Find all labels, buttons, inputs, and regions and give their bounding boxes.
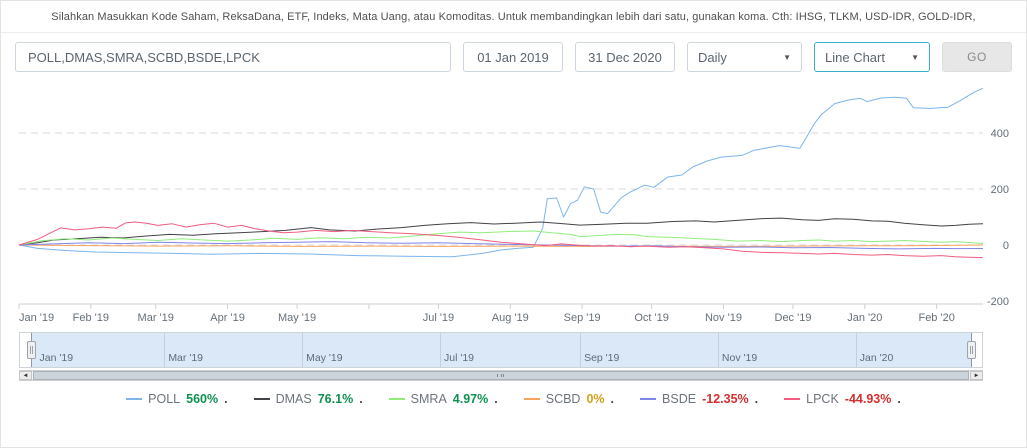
legend-series-return: 76.1% <box>317 392 354 406</box>
chart-type-select[interactable]: Line Chart ▼ <box>814 42 930 72</box>
drag-handle-icon[interactable] <box>27 341 36 359</box>
navigator-label: Jan '19 <box>39 352 74 364</box>
navigator-gridline <box>855 333 857 367</box>
legend-item-bsde[interactable]: BSDE -12.35%. <box>640 392 758 406</box>
x-axis-label: Dec '19 <box>775 312 812 324</box>
series-line-scbd[interactable] <box>18 244 984 247</box>
navigator-left-handle[interactable] <box>27 333 36 367</box>
series-line-dmas[interactable] <box>18 217 984 246</box>
legend-series-return: 4.97% <box>452 392 489 406</box>
legend-series-return: 0% <box>586 392 605 406</box>
frequency-value: Daily <box>698 49 727 65</box>
x-axis-label: Feb '20 <box>918 312 954 324</box>
legend-series-name: DMAS <box>275 392 312 406</box>
series-line-lpck[interactable] <box>18 221 984 259</box>
navigator-label: Nov '19 <box>721 352 758 364</box>
x-axis-label: Nov '19 <box>705 312 742 324</box>
legend-series-name: BSDE <box>662 392 697 406</box>
scrollbar-right-arrow-icon[interactable]: ► <box>970 371 983 380</box>
navigator-gridline <box>717 333 719 367</box>
date-from-input[interactable] <box>463 42 563 72</box>
navigator-label: Jul '19 <box>443 352 475 364</box>
chart-area: Jan '19 Feb '19 Mar '19 Apr '19 May '19 Jul '… <box>1 78 1026 381</box>
navigator-label: Mar '19 <box>168 352 203 364</box>
legend-period: . <box>610 392 615 406</box>
navigator-gridline <box>439 333 441 367</box>
series-dash-icon <box>126 398 143 400</box>
navigator-selected-range[interactable] <box>31 333 971 367</box>
legend-series-name: LPCK <box>806 392 839 406</box>
y-axis-label: -200 <box>987 296 1009 308</box>
legend-item-lpck[interactable]: LPCK -44.93%. <box>784 392 901 406</box>
x-axis-label: Mar '19 <box>138 312 174 324</box>
legend-item-scbd[interactable]: SCBD 0%. <box>523 392 615 406</box>
chevron-down-icon: ▼ <box>911 52 919 62</box>
navigator-gridline <box>302 333 304 367</box>
legend-series-name: POLL <box>148 392 181 406</box>
x-axis-label: May '19 <box>278 312 316 324</box>
y-axis-label: 0 <box>1003 240 1009 252</box>
ticker-input[interactable] <box>15 42 451 72</box>
drag-handle-icon[interactable] <box>967 341 976 359</box>
x-axis-label: Sep '19 <box>564 312 601 324</box>
series-dash-icon <box>388 398 405 400</box>
scrollbar-left-arrow-icon[interactable]: ◄ <box>19 371 32 380</box>
navigator-right-handle[interactable] <box>967 333 976 367</box>
legend-period: . <box>359 392 363 406</box>
y-axis-label: 400 <box>991 128 1009 140</box>
x-axis-label: Jul '19 <box>423 312 454 324</box>
go-button[interactable]: GO <box>942 42 1012 72</box>
series-dash-icon <box>523 398 540 400</box>
legend-item-dmas[interactable]: DMAS 76.1%. <box>253 392 363 406</box>
x-axis-label: Oct '19 <box>634 312 669 324</box>
navigator-gridline <box>164 333 166 367</box>
series-line-smra[interactable] <box>18 230 984 246</box>
legend-item-poll[interactable]: POLL 560%. <box>126 392 228 406</box>
series-line-poll[interactable] <box>18 87 984 258</box>
y-axis-label: 200 <box>991 184 1009 196</box>
scrollbar-grip-icon <box>497 374 504 377</box>
legend-period: . <box>754 392 759 406</box>
legend-series-return: 560% <box>186 392 219 406</box>
legend-period: . <box>224 392 228 406</box>
legend-period: . <box>897 392 901 406</box>
controls-bar: Daily ▼ Line Chart ▼ GO <box>1 33 1026 78</box>
legend-item-smra[interactable]: SMRA 4.97%. <box>388 392 498 406</box>
navigator-track[interactable]: Jan '19 Mar '19 May '19 Jul '19 Sep '19 Nov '… <box>19 332 983 368</box>
legend-period: . <box>494 392 498 406</box>
scrollbar-thumb[interactable] <box>33 371 969 380</box>
legend-series-name: SMRA <box>410 392 447 406</box>
navigator-label: May '19 <box>306 352 343 364</box>
navigator-label: Jan '20 <box>859 352 894 364</box>
legend-series-return: -12.35% <box>702 392 749 406</box>
x-axis-label: Aug '19 <box>492 312 529 324</box>
chevron-down-icon: ▼ <box>783 52 791 62</box>
navigator-gridline <box>580 333 582 367</box>
chart-scrollbar: ◄ ► <box>19 370 983 381</box>
series-dash-icon <box>784 398 801 400</box>
legend-series-name: SCBD <box>545 392 581 406</box>
series-line-bsde[interactable] <box>18 241 984 250</box>
x-axis-label: Feb '19 <box>73 312 109 324</box>
instruction-text: Silahkan Masukkan Kode Saham, ReksaDana,… <box>1 1 1026 33</box>
chart-type-value: Line Chart <box>825 49 885 65</box>
legend-series-return: -44.93% <box>844 392 892 406</box>
series-dash-icon <box>640 398 657 400</box>
series-dash-icon <box>253 398 270 400</box>
date-to-input[interactable] <box>575 42 675 72</box>
x-axis-label: Apr '19 <box>210 312 245 324</box>
price-comparison-chart[interactable]: Jan '19 Feb '19 Mar '19 Apr '19 May '19 Jul '… <box>1 78 1026 330</box>
x-axis-label: Jan '20 <box>847 312 882 324</box>
navigator-label: Sep '19 <box>584 352 620 364</box>
navigator: Jan '19 Mar '19 May '19 Jul '19 Sep '19 Nov '… <box>19 332 983 381</box>
frequency-select[interactable]: Daily ▼ <box>687 42 802 72</box>
chart-legend: POLL 560%. DMAS 76.1%. SMRA 4.97%. SCBD 0%. BSDE… <box>1 392 1026 406</box>
x-axis-label: Jan '19 <box>19 312 54 324</box>
